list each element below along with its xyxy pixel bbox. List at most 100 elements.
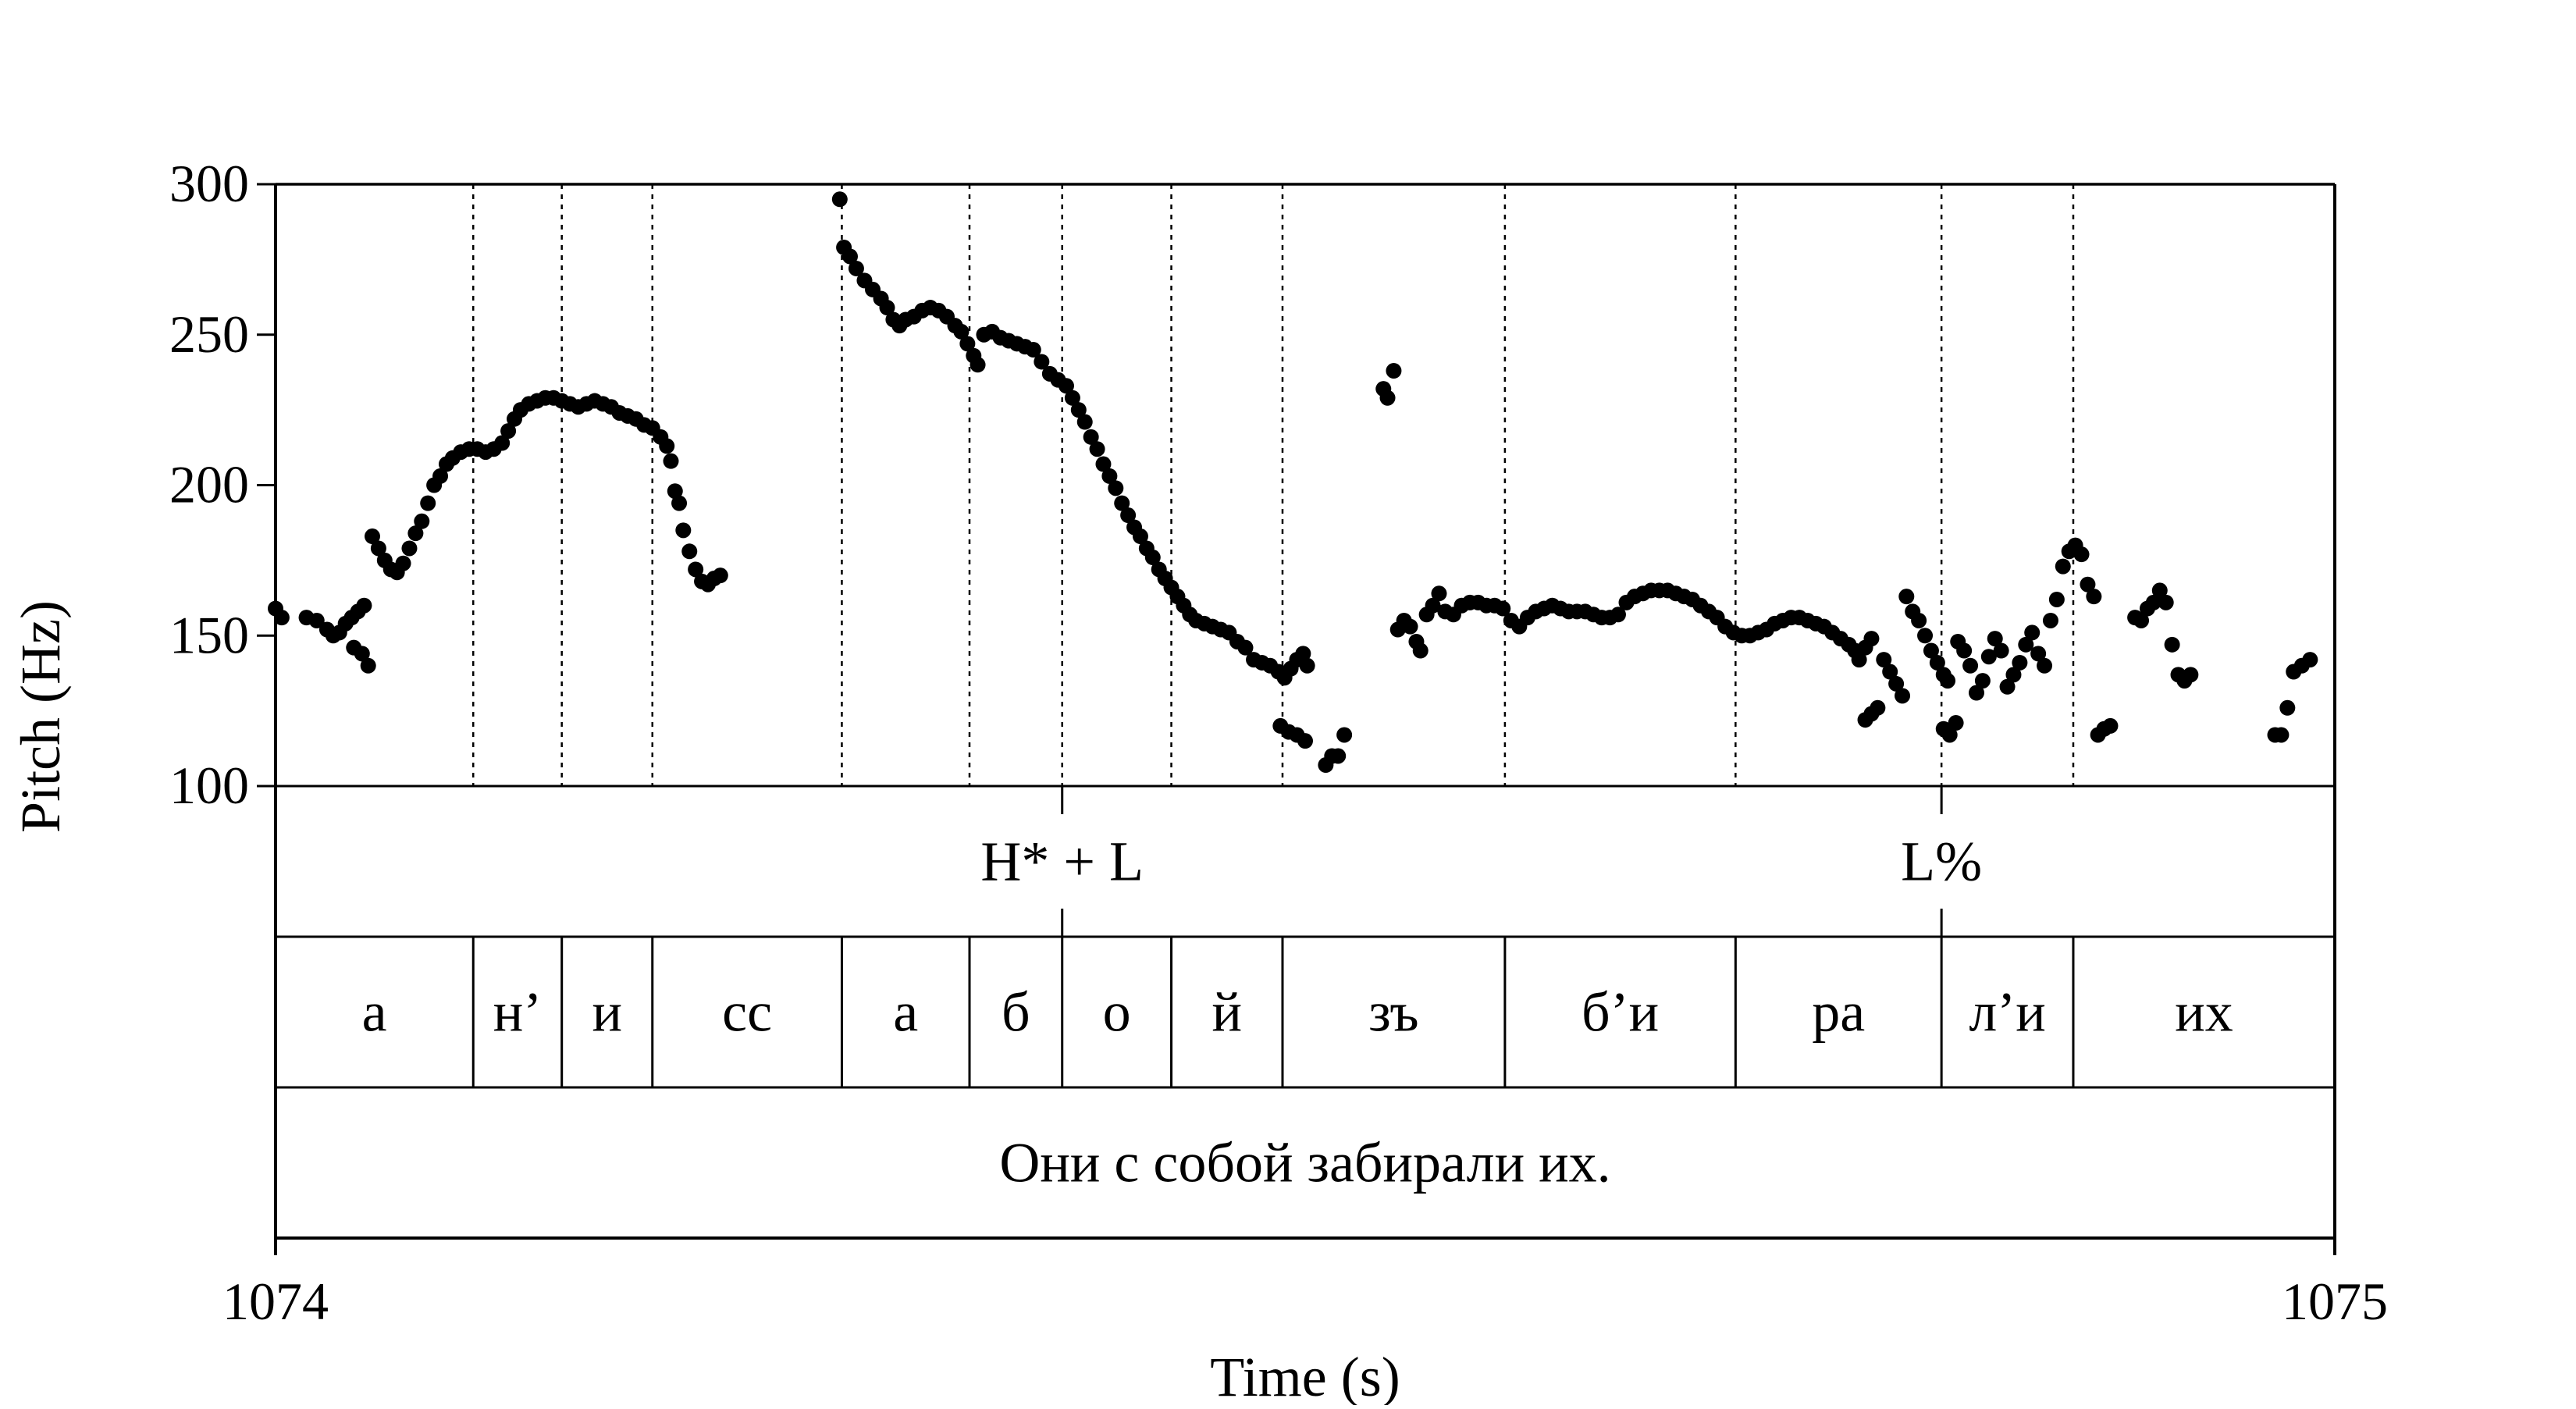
pitch-point (1980, 649, 1997, 665)
pitch-point (2145, 594, 2161, 610)
pitch-point (667, 483, 683, 500)
pitch-point (1898, 589, 1915, 605)
pitch-point (953, 323, 970, 340)
pitch-point (1610, 607, 1626, 623)
pitch-point (273, 610, 290, 626)
segment-label: ра (1812, 981, 1865, 1044)
pitch-point (1851, 652, 1867, 668)
pitch-point (1941, 727, 1958, 743)
pitch-point (414, 513, 430, 529)
pitch-point (688, 561, 704, 578)
pitch-point (1929, 654, 1945, 671)
pitch-point (2012, 654, 2028, 671)
pitch-point (1863, 631, 1880, 647)
pitch-point (2030, 646, 2047, 662)
pitch-point (2273, 727, 2290, 743)
pitch-point (401, 540, 418, 557)
pitch-point (2024, 624, 2041, 641)
pitch-point (2048, 591, 2065, 607)
pitch-point (354, 646, 370, 662)
pitch-point (1101, 468, 1118, 484)
pitch-point (1025, 342, 1041, 358)
pitch-point (1999, 678, 2016, 695)
segment-label: б (1002, 981, 1030, 1044)
pitch-point (1144, 550, 1161, 566)
pitch-point (1070, 402, 1087, 418)
boundary-lines (471, 184, 2075, 786)
pitch-point (1911, 612, 1927, 628)
pitch-point (1083, 429, 1099, 445)
pitch-point (2183, 667, 2199, 683)
annotation-tiers: H* + L L% а н’ и сс а б о й зъ б’и ра л’и их Они с собо… (276, 786, 2335, 1240)
pitch-point (842, 248, 859, 265)
segment-label: их (2175, 981, 2233, 1044)
pitch-point (360, 657, 376, 674)
plot-frame (274, 183, 2336, 1255)
pitch-point (1895, 688, 1911, 704)
pitch-point (1299, 657, 1315, 674)
sentence-label: Они с собой забирали их. (999, 1132, 1610, 1194)
pitch-point (2055, 558, 2071, 575)
pitch-point (970, 357, 986, 373)
pitch-point (494, 435, 511, 451)
y-tick-label: 200 (169, 455, 249, 514)
pitch-point (831, 191, 848, 208)
pitch-point (1132, 528, 1148, 545)
y-tick-label: 300 (169, 154, 249, 213)
pitch-point (500, 423, 517, 439)
pitch-point (675, 522, 692, 539)
segment-label: й (1212, 981, 1242, 1044)
pitch-point (2151, 582, 2168, 599)
y-tick-label: 150 (169, 605, 249, 664)
pitch-point (959, 336, 976, 352)
pitch-point (1402, 618, 1418, 635)
pitch-point (1412, 642, 1429, 659)
pitch-point (1076, 414, 1093, 430)
pitch-point (2018, 636, 2034, 653)
x-tick-label: 1075 (2282, 1272, 2388, 1331)
pitch-point (1425, 597, 1441, 614)
pitch-point (1882, 664, 1898, 680)
pitch-point (659, 438, 675, 454)
pitch-point (663, 453, 679, 469)
pitch-point (2302, 652, 2318, 668)
pitch-point (2158, 594, 2174, 610)
pitch-point (2037, 657, 2053, 674)
pitch-point (1120, 507, 1137, 524)
tone-label: H* + L (980, 831, 1144, 893)
pitch-point (1940, 673, 1956, 689)
pitch-point (1237, 639, 1254, 656)
pitch-point (2073, 546, 2090, 563)
segment-label: зъ (1368, 981, 1418, 1044)
pitch-point (681, 543, 698, 560)
pitch-point (1034, 354, 1050, 370)
pitch-point (1058, 378, 1074, 394)
pitch-point (1297, 733, 1313, 749)
pitch-point (1962, 657, 1979, 674)
segment-label: л’и (1969, 981, 2045, 1044)
pitch-point (420, 495, 436, 511)
pitch-point (1379, 390, 1396, 406)
segment-label: сс (722, 981, 772, 1044)
segment-label: а (893, 981, 918, 1044)
pitch-point (2279, 699, 2296, 716)
y-tick-label: 100 (169, 756, 249, 815)
pitch-point (2164, 636, 2180, 653)
pitch-point (1923, 642, 1939, 659)
pitch-point (1495, 600, 1511, 617)
pitch-point (1295, 646, 1311, 662)
pitch-point (1956, 642, 1973, 659)
pitch-point (671, 495, 688, 511)
pitch-point (2042, 612, 2058, 628)
pitch-point (1386, 363, 1402, 379)
pitch-point (308, 612, 325, 628)
pitch-point (2080, 576, 2096, 592)
pitch-point (370, 540, 386, 557)
pitch-point (356, 597, 372, 614)
pitch-point (1974, 673, 1991, 689)
pitch-point (1987, 631, 2003, 647)
pitch-point (1336, 727, 1353, 743)
pitch-point (1089, 441, 1105, 457)
